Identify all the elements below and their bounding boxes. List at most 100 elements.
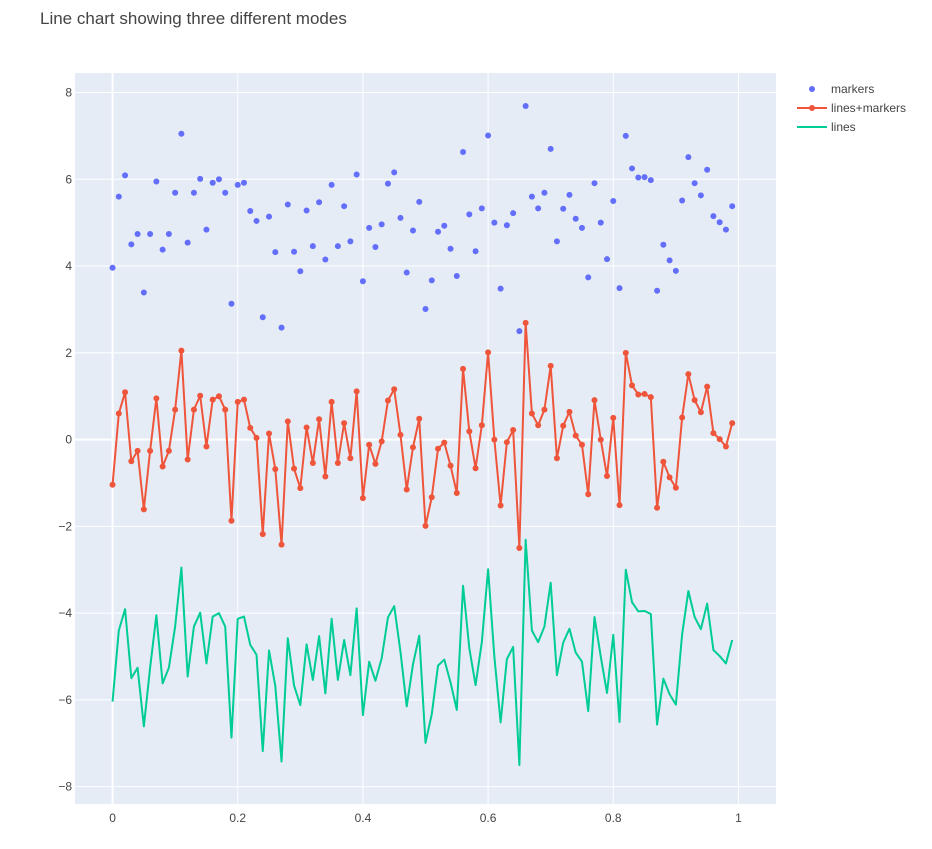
data-point[interactable] <box>134 230 141 237</box>
data-point[interactable] <box>553 238 560 245</box>
data-point[interactable] <box>547 362 554 369</box>
data-point[interactable] <box>453 489 460 496</box>
data-point[interactable] <box>460 148 467 155</box>
data-point[interactable] <box>190 406 197 413</box>
data-point[interactable] <box>165 230 172 237</box>
data-point[interactable] <box>297 485 304 492</box>
data-point[interactable] <box>209 396 216 403</box>
data-point[interactable] <box>366 224 373 231</box>
data-point[interactable] <box>485 349 492 356</box>
data-point[interactable] <box>672 484 679 491</box>
data-point[interactable] <box>697 409 704 416</box>
data-point[interactable] <box>685 371 692 378</box>
data-point[interactable] <box>184 456 191 463</box>
data-point[interactable] <box>165 447 172 454</box>
data-point[interactable] <box>654 287 661 294</box>
data-point[interactable] <box>384 180 391 187</box>
data-point[interactable] <box>666 257 673 264</box>
data-point[interactable] <box>172 189 179 196</box>
data-point[interactable] <box>197 392 204 399</box>
data-point[interactable] <box>334 460 341 467</box>
data-point[interactable] <box>353 171 360 178</box>
data-point[interactable] <box>629 165 636 172</box>
data-point[interactable] <box>704 383 711 390</box>
data-point[interactable] <box>391 169 398 176</box>
data-point[interactable] <box>140 289 147 296</box>
data-point[interactable] <box>328 398 335 405</box>
data-point[interactable] <box>278 324 285 331</box>
data-point[interactable] <box>428 494 435 501</box>
data-point[interactable] <box>222 189 229 196</box>
data-point[interactable] <box>309 460 316 467</box>
data-point[interactable] <box>428 277 435 284</box>
data-point[interactable] <box>435 445 442 452</box>
data-point[interactable] <box>497 502 504 509</box>
data-point[interactable] <box>510 427 517 434</box>
data-point[interactable] <box>528 193 535 200</box>
data-point[interactable] <box>297 268 304 275</box>
data-point[interactable] <box>359 495 366 502</box>
data-point[interactable] <box>159 463 166 470</box>
data-point[interactable] <box>259 531 266 538</box>
data-point[interactable] <box>190 189 197 196</box>
data-point[interactable] <box>478 205 485 212</box>
data-point[interactable] <box>159 246 166 253</box>
data-point[interactable] <box>672 267 679 274</box>
data-point[interactable] <box>535 422 542 429</box>
data-point[interactable] <box>635 391 642 398</box>
data-point[interactable] <box>704 166 711 173</box>
data-point[interactable] <box>528 410 535 417</box>
data-point[interactable] <box>278 541 285 548</box>
data-point[interactable] <box>372 243 379 250</box>
data-point[interactable] <box>209 179 216 186</box>
data-point[interactable] <box>572 432 579 439</box>
data-point[interactable] <box>641 174 648 181</box>
data-point[interactable] <box>622 132 629 139</box>
data-point[interactable] <box>660 241 667 248</box>
data-point[interactable] <box>172 406 179 413</box>
data-point[interactable] <box>234 398 241 405</box>
data-point[interactable] <box>635 174 642 181</box>
data-point[interactable] <box>122 172 129 179</box>
data-point[interactable] <box>503 439 510 446</box>
data-point[interactable] <box>710 213 717 220</box>
data-point[interactable] <box>259 314 266 321</box>
data-point[interactable] <box>128 458 135 465</box>
data-point[interactable] <box>553 455 560 462</box>
data-point[interactable] <box>153 395 160 402</box>
data-point[interactable] <box>378 438 385 445</box>
data-point[interactable] <box>597 219 604 226</box>
data-point[interactable] <box>115 193 122 200</box>
data-point[interactable] <box>541 189 548 196</box>
data-point[interactable] <box>334 243 341 250</box>
data-point[interactable] <box>322 473 329 480</box>
data-point[interactable] <box>391 386 398 393</box>
data-point[interactable] <box>472 248 479 255</box>
data-point[interactable] <box>647 177 654 184</box>
data-point[interactable] <box>253 217 260 224</box>
data-point[interactable] <box>228 300 235 307</box>
data-point[interactable] <box>679 414 686 421</box>
data-point[interactable] <box>510 210 517 217</box>
data-point[interactable] <box>372 460 379 467</box>
data-point[interactable] <box>328 181 335 188</box>
data-point[interactable] <box>616 502 623 509</box>
data-point[interactable] <box>403 269 410 276</box>
data-point[interactable] <box>122 389 129 396</box>
data-point[interactable] <box>403 486 410 493</box>
data-point[interactable] <box>697 192 704 199</box>
data-point[interactable] <box>572 215 579 222</box>
data-point[interactable] <box>516 328 523 335</box>
data-point[interactable] <box>341 420 348 427</box>
data-point[interactable] <box>416 198 423 205</box>
data-point[interactable] <box>366 441 373 448</box>
data-point[interactable] <box>729 420 736 427</box>
data-point[interactable] <box>134 447 141 454</box>
data-point[interactable] <box>616 285 623 292</box>
data-point[interactable] <box>466 428 473 435</box>
data-point[interactable] <box>203 443 210 450</box>
data-point[interactable] <box>610 197 617 204</box>
data-point[interactable] <box>722 226 729 233</box>
data-point[interactable] <box>397 431 404 438</box>
data-point[interactable] <box>460 365 467 372</box>
